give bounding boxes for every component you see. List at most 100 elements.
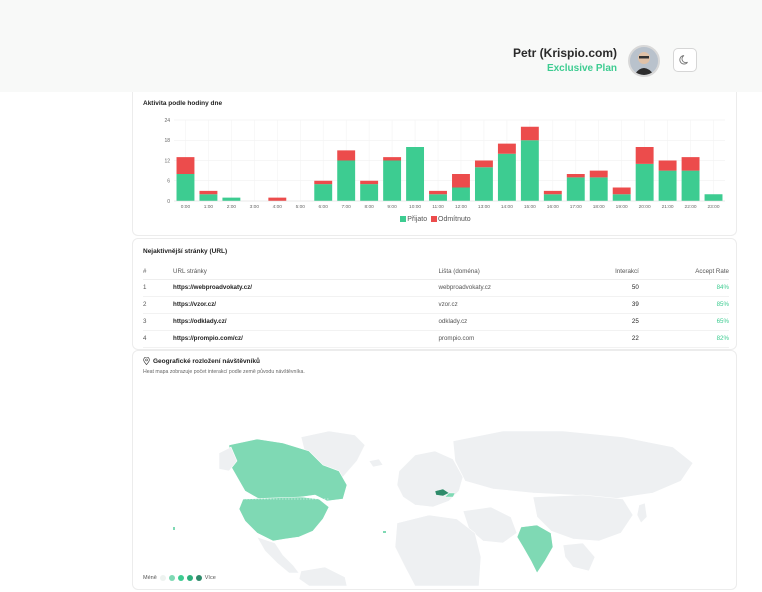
col-accept-rate: Accept Rate <box>638 265 729 280</box>
x-tick-label: 16:00 <box>547 204 559 210</box>
region-russia[interactable] <box>452 430 694 500</box>
geo-map-card: Geografické rozložení návštěvníků Heat m… <box>132 350 737 590</box>
legend-accepted-swatch <box>400 216 407 222</box>
row-interactions: 50 <box>588 279 639 297</box>
row-index: 2 <box>143 296 174 314</box>
country-mexico[interactable] <box>256 536 300 574</box>
y-tick-label: 24 <box>164 118 170 124</box>
country-japan[interactable] <box>636 502 648 524</box>
country-alaska[interactable] <box>218 446 238 472</box>
row-domain: odklady.cz <box>438 313 589 331</box>
bar-accepted <box>337 160 356 201</box>
row-accept-rate: 85% <box>638 296 729 314</box>
x-tick-label: 22:00 <box>685 204 697 210</box>
table-header-row: # URL stránky Lišta (doména) Interakcí A… <box>143 265 729 280</box>
bar-rejected <box>520 126 539 141</box>
theme-toggle-button[interactable] <box>673 48 697 72</box>
region-africa[interactable] <box>394 514 482 586</box>
country-canada[interactable] <box>228 438 348 502</box>
bar-accepted <box>635 163 654 201</box>
bar-accepted <box>704 194 723 201</box>
row-url[interactable]: https://webproadvokaty.cz/ <box>173 279 439 297</box>
x-tick-label: 11:00 <box>432 204 444 210</box>
x-tick-label: 8:00 <box>364 204 374 210</box>
bar-rejected <box>314 180 333 185</box>
row-url[interactable]: https://odklady.cz/ <box>173 313 439 331</box>
x-tick-label: 2:00 <box>227 204 237 210</box>
row-interactions: 39 <box>588 296 639 314</box>
x-tick-label: 20:00 <box>639 204 651 210</box>
chart-legend: Přijato Odmítnuto <box>133 216 738 223</box>
hourly-chart: 0 6 12 18 24 0:00 1:00 2:00 3:00 4:00 5:00 6:00 7:00… <box>164 118 725 210</box>
bar-accepted <box>199 194 218 201</box>
legend-accepted: Přijato <box>407 216 428 223</box>
country-czechia[interactable] <box>434 488 450 497</box>
table-row[interactable]: 3 https://odklady.cz/ odklady.cz 25 65% <box>143 313 729 331</box>
x-tick-label: 19:00 <box>616 204 628 210</box>
bar-rejected <box>543 190 562 195</box>
y-tick-label: 6 <box>167 179 170 185</box>
country-india[interactable] <box>516 524 554 574</box>
x-tick-label: 23:00 <box>708 204 720 210</box>
world-map[interactable] <box>133 381 736 586</box>
row-interactions: 22 <box>588 330 639 348</box>
x-tick-label: 13:00 <box>478 204 490 210</box>
bar-accepted <box>520 140 539 201</box>
user-name: Petr (Krispio.com) <box>512 46 617 60</box>
x-tick-label: 17:00 <box>570 204 582 210</box>
bar-rejected <box>566 174 585 178</box>
bar-rejected <box>589 170 608 178</box>
geo-title-row: Geografické rozložení návštěvníků <box>143 357 260 365</box>
region-europe[interactable] <box>396 450 464 508</box>
region-east-asia[interactable] <box>532 494 634 542</box>
table-row[interactable]: 2 https://vzor.cz/ vzor.cz 39 85% <box>143 296 729 314</box>
x-tick-label: 15:00 <box>524 204 536 210</box>
bar-rejected <box>199 190 218 195</box>
row-index: 4 <box>143 330 174 348</box>
x-tick-label: 7:00 <box>342 204 352 210</box>
x-tick-label: 12:00 <box>455 204 467 210</box>
bar-rejected <box>474 160 493 168</box>
bar-accepted <box>429 194 447 201</box>
hourly-chart-title: Aktivita podle hodiny dne <box>143 100 223 107</box>
x-tick-label: 3:00 <box>250 204 260 210</box>
bar-accepted <box>406 147 425 201</box>
user-avatar[interactable] <box>628 45 660 77</box>
region-south-america[interactable] <box>298 566 348 586</box>
x-tick-label: 5:00 <box>296 204 306 210</box>
table-row[interactable]: 1 https://webproadvokaty.cz/ webproadvok… <box>143 279 729 297</box>
x-tick-label: 6:00 <box>319 204 329 210</box>
plan-badge: Exclusive Plan <box>546 63 617 74</box>
row-url[interactable]: https://prompio.com/cz/ <box>173 330 439 348</box>
row-url[interactable]: https://vzor.cz/ <box>173 296 439 314</box>
legend-dot-2 <box>168 575 175 581</box>
geo-subtitle: Heat mapa zobrazuje počet interakcí podl… <box>143 369 305 375</box>
country-hawaii[interactable] <box>173 527 175 530</box>
bar-rejected <box>612 187 631 195</box>
country-small-highlight[interactable] <box>383 531 386 533</box>
bar-rejected <box>658 160 677 171</box>
x-tick-label: 4:00 <box>273 204 283 210</box>
legend-rejected: Odmítnuto <box>438 216 471 223</box>
geo-title: Geografické rozložení návštěvníků <box>153 357 260 365</box>
hourly-activity-card: Aktivita podle hodiny dne 0 6 12 18 24 0:00 1:… <box>132 92 737 236</box>
country-usa[interactable] <box>238 496 330 542</box>
legend-dot-4 <box>186 575 193 581</box>
table-row[interactable]: 4 https://prompio.com/cz/ prompio.com 22… <box>143 330 729 348</box>
region-southeast-asia[interactable] <box>562 542 596 572</box>
top-pages-card: Nejaktivnější stránky (URL) # URL stránk… <box>132 238 737 350</box>
bar-rejected <box>635 147 654 164</box>
country-slovakia[interactable] <box>444 492 456 498</box>
row-index: 1 <box>143 279 174 297</box>
legend-dot-1 <box>159 575 166 581</box>
bar-accepted <box>314 184 333 201</box>
legend-dot-3 <box>177 575 184 581</box>
bar-rejected <box>383 157 402 161</box>
bar-rejected <box>337 150 356 161</box>
legend-dot-5 <box>195 575 202 581</box>
y-tick-label: 18 <box>164 138 170 144</box>
x-tick-label: 1:00 <box>204 204 214 210</box>
country-iceland[interactable] <box>368 458 384 468</box>
x-tick-label: 10:00 <box>409 204 421 210</box>
row-domain: prompio.com <box>438 330 589 348</box>
